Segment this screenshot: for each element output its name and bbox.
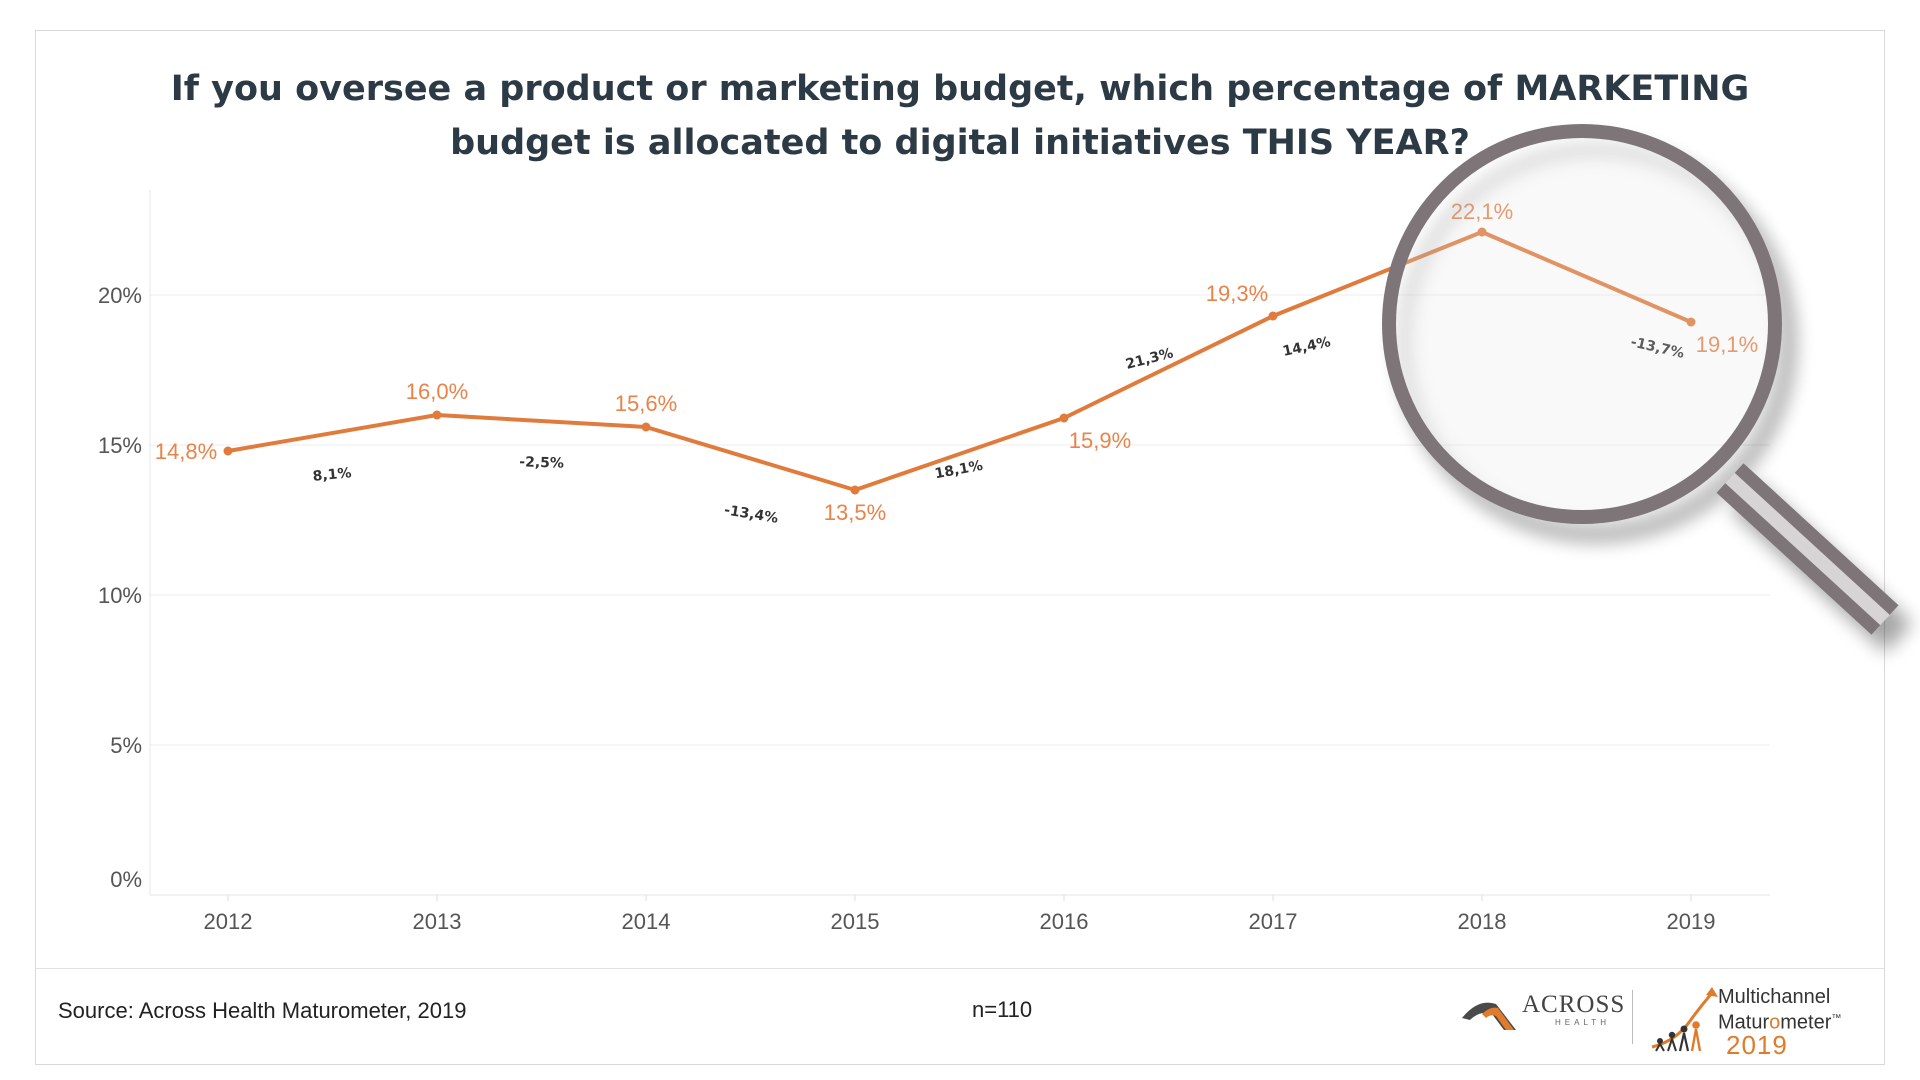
sample-size: n=110 — [972, 997, 1033, 1022]
data-label: 16,0% — [406, 379, 468, 404]
y-tick-label: 20% — [98, 283, 142, 308]
data-point — [1268, 311, 1278, 321]
x-tick-label: 2012 — [204, 909, 253, 934]
footer-divider — [36, 968, 1884, 969]
source-note: Source: Across Health Maturometer, 2019 — [58, 998, 467, 1023]
data-label: 19,3% — [1206, 281, 1268, 306]
data-point — [432, 410, 442, 420]
x-tick-label: 2013 — [413, 909, 462, 934]
data-label: 15,6% — [615, 391, 677, 416]
data-point — [641, 422, 651, 432]
magnifier-icon — [1382, 124, 1899, 635]
x-tick-label: 2018 — [1458, 909, 1507, 934]
across-health-logo-icon — [1462, 1002, 1516, 1030]
data-point — [1059, 413, 1069, 423]
chart-title: If you oversee a product or marketing bu… — [0, 62, 1920, 170]
data-label: 14,8% — [155, 439, 217, 464]
data-label: 13,5% — [824, 500, 886, 525]
growth-label: 14,4% — [1281, 334, 1332, 360]
y-tick-label: 10% — [98, 583, 142, 608]
x-tick-label: 2019 — [1667, 909, 1716, 934]
across-logo-subtext: HEALTH — [1555, 1018, 1610, 1027]
across-logo-text: ACROSS — [1522, 991, 1626, 1018]
chart-title-line-2: budget is allocated to digital initiativ… — [450, 123, 1470, 163]
data-point — [850, 485, 860, 495]
maturometer-logo-text: Multichannel Maturometer™ — [1718, 986, 1841, 1034]
growth-label: 8,1% — [312, 465, 352, 485]
data-label: 15,9% — [1069, 428, 1131, 453]
y-tick-label: 5% — [110, 733, 142, 758]
maturometer-line2: Maturometer™ — [1718, 1011, 1842, 1034]
logo-divider — [1632, 990, 1633, 1044]
maturometer-year: 2019 — [1726, 1030, 1788, 1060]
growth-label: -2,5% — [519, 454, 564, 471]
x-tick-label: 2014 — [622, 909, 671, 934]
maturometer-line1: Multichannel — [1718, 986, 1831, 1008]
y-tick-label: 15% — [98, 433, 142, 458]
x-tick-label: 2015 — [831, 909, 880, 934]
data-point — [223, 446, 233, 456]
y-tick-label: 0% — [110, 867, 142, 892]
x-tick-label: 2017 — [1249, 909, 1298, 934]
chart-title-line-1: If you oversee a product or marketing bu… — [170, 69, 1750, 109]
growth-label: -13,4% — [723, 502, 779, 526]
x-tick-label: 2016 — [1040, 909, 1089, 934]
maturometer-evolution-icon — [1651, 987, 1718, 1052]
